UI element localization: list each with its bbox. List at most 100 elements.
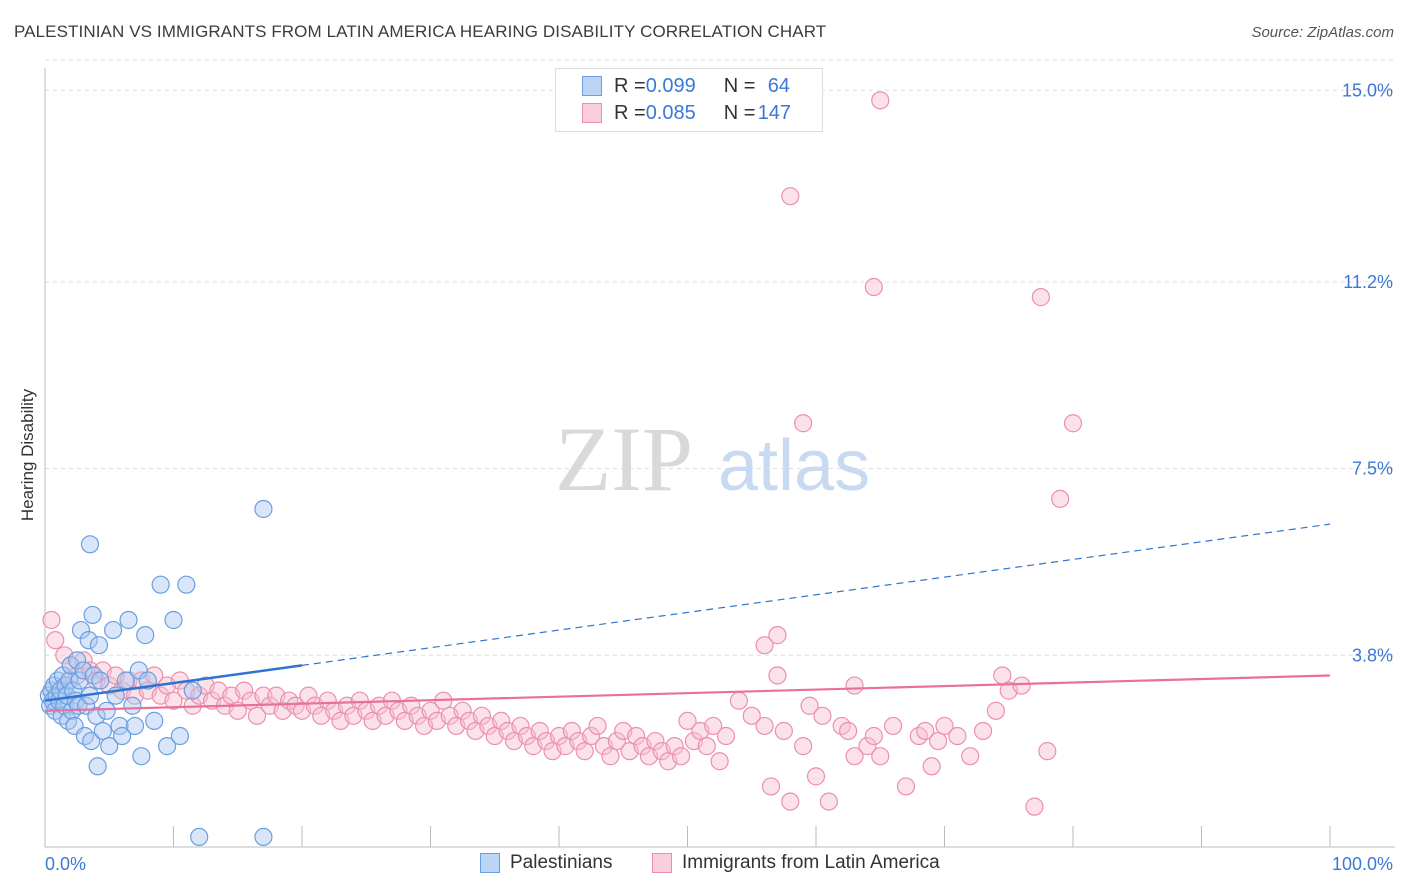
latin-america-point [421,701,440,720]
y-axis-label: Hearing Disability [18,388,37,522]
x-tick-label-max: 100.0% [1332,854,1393,874]
latin-america-point [582,726,601,746]
legend-item-palestinians: Palestinians [480,852,612,874]
latin-america-point [755,636,774,655]
palestinian-point [70,671,89,690]
latin-america-point [781,792,800,811]
latin-america-point [858,737,877,756]
palestinians-trend-solid [44,664,303,702]
palestinian-point [93,721,112,741]
legend-r-label: R = [614,101,646,124]
latin-america-point [704,716,723,736]
latin-america-point [1063,414,1083,433]
palestinian-point [177,575,196,594]
palestinian-point [123,696,142,715]
latin-america-trend [44,674,1331,712]
palestinian-point [71,620,91,640]
latin-america-point [1025,797,1044,816]
legend-row-palestinians: R = 0.099 N = 64 [582,73,790,99]
latin-america-point [819,792,838,811]
latin-america-point [768,666,787,685]
y-tick-label: 11.2% [1343,272,1393,292]
latin-america-point [575,742,594,761]
legend-label-latin-america: Immigrants from Latin America [682,852,940,873]
palestinian-point [82,731,101,751]
legend-r-value: 0.085 [645,101,696,124]
latin-america-point [948,726,967,746]
latin-america-point [928,731,948,751]
latin-america-point [800,696,819,715]
palestinian-point [190,827,209,847]
latin-america-point [601,747,620,766]
series-legend: Palestinians Immigrants from Latin Ameri… [0,852,1406,876]
palestinian-point [125,716,145,736]
palestinian-point [74,661,93,680]
latin-america-point [794,414,813,433]
palestinian-point [129,661,148,680]
latin-america-point [710,752,729,771]
latin-america-point [986,701,1006,720]
palestinian-point [132,747,151,766]
latin-america-point [871,747,890,766]
legend-label-palestinians: Palestinians [510,852,613,873]
palestinian-point [89,636,109,655]
palestinians-trend-dashed [301,523,1331,666]
latin-america-point [626,726,646,746]
latin-america-point [1012,676,1031,695]
palestinian-point [183,681,202,700]
legend-n-value: 147 [757,101,792,124]
latin-america-point [511,716,530,736]
latin-america-point [883,716,903,736]
legend-n-label: N = [723,101,756,124]
legend-swatch-blue [582,76,602,96]
palestinian-point [254,827,273,847]
latin-america-point [1051,489,1070,509]
latin-america-point [768,626,787,645]
legend-n-label: N = [723,74,756,97]
latin-america-point [896,777,916,796]
palestinian-point [157,737,177,756]
trend-lines [44,523,1331,712]
latin-america-point [46,631,65,650]
latin-america-point [781,187,800,206]
latin-america-point [813,706,832,725]
watermark-atlas: atlas [718,426,870,506]
palestinian-point [112,726,132,746]
latin-america-point [935,716,954,736]
legend-r-value: 0.099 [645,74,696,97]
y-tick-label: 15.0% [1342,80,1393,100]
y-tick-label: 3.8% [1352,645,1393,665]
palestinian-point [87,706,106,725]
latin-america-point [42,610,61,630]
latin-america-point [742,706,761,725]
chart-title: PALESTINIAN VS IMMIGRANTS FROM LATIN AME… [14,22,827,41]
x-tick-label-min: 0.0% [45,854,86,874]
x-tick-labels: 0.0% 100.0% [45,854,1393,874]
palestinian-point [97,701,116,720]
latin-america-point [806,767,826,786]
latin-america-point [993,666,1012,685]
palestinian-point [83,605,102,625]
latin-america-point [588,716,607,736]
latin-america-point [845,676,864,695]
legend-row-latin-america: R = 0.085 N = 147 [582,100,791,126]
palestinian-point [79,631,98,650]
y-tick-label: 7.5% [1352,459,1393,479]
latin-america-point [607,731,626,751]
palestinian-point [88,757,107,776]
chart-source: Source: ZipAtlas.com [1251,24,1394,41]
latin-america-point [671,747,691,766]
palestinian-point [91,671,110,690]
latin-america-point [845,747,864,766]
legend-item-latin-america: Immigrants from Latin America [652,852,940,874]
latin-america-point [871,91,890,110]
palestinian-point [100,737,119,756]
latin-america-point [697,737,716,756]
series-latin-america-points [42,91,1083,816]
latin-america-point [472,706,491,725]
latin-america-point [761,777,781,796]
latin-america-point [665,737,684,756]
latin-america-point [530,721,549,741]
legend-swatch-pink [652,853,672,873]
